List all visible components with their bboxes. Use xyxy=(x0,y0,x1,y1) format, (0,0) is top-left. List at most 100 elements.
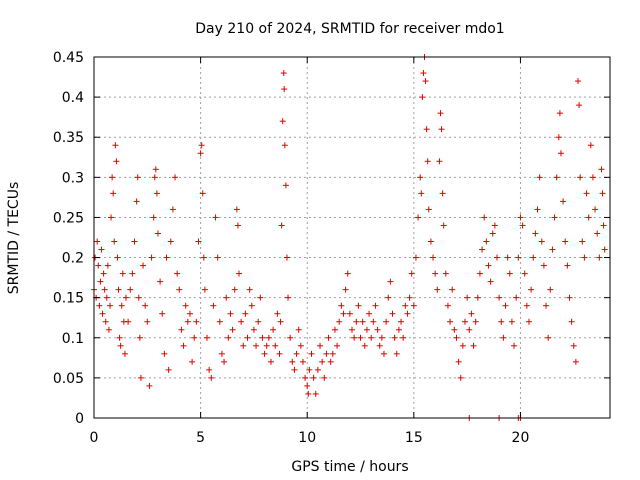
data-point xyxy=(274,310,281,317)
data-point xyxy=(197,150,204,157)
data-point xyxy=(355,302,362,309)
data-point xyxy=(556,110,563,117)
data-point xyxy=(172,174,179,181)
data-point xyxy=(152,166,159,173)
data-point xyxy=(157,278,164,285)
data-point xyxy=(142,302,149,309)
data-point xyxy=(587,142,594,149)
data-point xyxy=(146,382,153,389)
data-point xyxy=(464,294,471,301)
data-point xyxy=(282,182,289,189)
data-point xyxy=(329,350,336,357)
data-point xyxy=(366,310,373,317)
data-point xyxy=(393,350,400,357)
data-point xyxy=(214,254,221,261)
data-point xyxy=(263,342,270,349)
data-point xyxy=(285,294,292,301)
x-tick-label: 0 xyxy=(90,430,99,446)
data-point xyxy=(408,270,415,277)
data-point xyxy=(199,190,206,197)
data-point xyxy=(287,334,294,341)
data-point xyxy=(547,286,554,293)
data-point xyxy=(104,262,111,269)
data-point xyxy=(280,70,287,77)
data-point xyxy=(453,334,460,341)
data-point xyxy=(349,326,355,333)
data-point xyxy=(272,342,279,349)
data-point xyxy=(487,278,494,285)
data-point xyxy=(525,318,532,325)
data-point xyxy=(105,326,112,333)
data-point xyxy=(114,254,121,261)
data-point xyxy=(150,214,157,221)
data-point xyxy=(447,318,454,325)
data-point xyxy=(370,318,377,325)
data-point xyxy=(417,174,424,181)
y-tick-label: 0.05 xyxy=(53,371,84,387)
y-axis-label: SRMTID / TECUs xyxy=(6,182,22,295)
data-point xyxy=(483,238,490,245)
data-point xyxy=(389,310,396,317)
data-point xyxy=(449,286,456,293)
data-point xyxy=(491,222,498,229)
data-point xyxy=(568,318,575,325)
data-point xyxy=(560,198,567,205)
data-point xyxy=(361,342,368,349)
data-point xyxy=(118,302,125,309)
data-point xyxy=(191,334,198,341)
data-point xyxy=(468,310,475,317)
data-point xyxy=(406,294,413,301)
data-point xyxy=(363,326,370,333)
data-point xyxy=(184,318,191,325)
data-point xyxy=(437,110,444,117)
data-point xyxy=(96,302,103,309)
data-point xyxy=(594,230,601,237)
data-point xyxy=(178,326,185,333)
data-point xyxy=(291,366,298,373)
data-point xyxy=(440,222,447,229)
data-point xyxy=(500,334,507,341)
data-point xyxy=(234,222,241,229)
data-point xyxy=(555,134,562,141)
data-point xyxy=(206,366,213,373)
data-point xyxy=(136,334,143,341)
data-point xyxy=(515,254,522,261)
data-point xyxy=(336,318,343,325)
data-point xyxy=(340,310,347,317)
data-point xyxy=(523,302,530,309)
data-point xyxy=(122,294,129,301)
data-point xyxy=(439,190,446,197)
data-point xyxy=(513,294,520,301)
data-point xyxy=(119,270,126,277)
data-point xyxy=(101,286,108,293)
data-point xyxy=(474,294,481,301)
data-point xyxy=(270,326,277,333)
data-point xyxy=(116,334,123,341)
data-point xyxy=(186,310,193,317)
data-point xyxy=(242,310,249,317)
data-point xyxy=(208,374,215,381)
data-point xyxy=(233,206,240,213)
data-point xyxy=(109,174,116,181)
data-point xyxy=(151,174,158,181)
data-point xyxy=(412,254,419,261)
data-point xyxy=(342,286,349,293)
data-point xyxy=(418,190,425,197)
y-tick-label: 0.25 xyxy=(53,210,84,226)
data-point xyxy=(305,390,312,397)
data-point xyxy=(98,246,105,253)
data-point xyxy=(302,374,309,381)
x-tick-label: 20 xyxy=(512,430,530,446)
data-point xyxy=(235,270,242,277)
data-point xyxy=(225,334,232,341)
data-point xyxy=(310,374,317,381)
data-point xyxy=(297,342,304,349)
data-point xyxy=(444,302,451,309)
data-point xyxy=(218,350,225,357)
data-point xyxy=(293,350,300,357)
data-point xyxy=(327,358,334,365)
data-point xyxy=(306,366,313,373)
data-point xyxy=(476,270,483,277)
data-point xyxy=(438,126,445,133)
